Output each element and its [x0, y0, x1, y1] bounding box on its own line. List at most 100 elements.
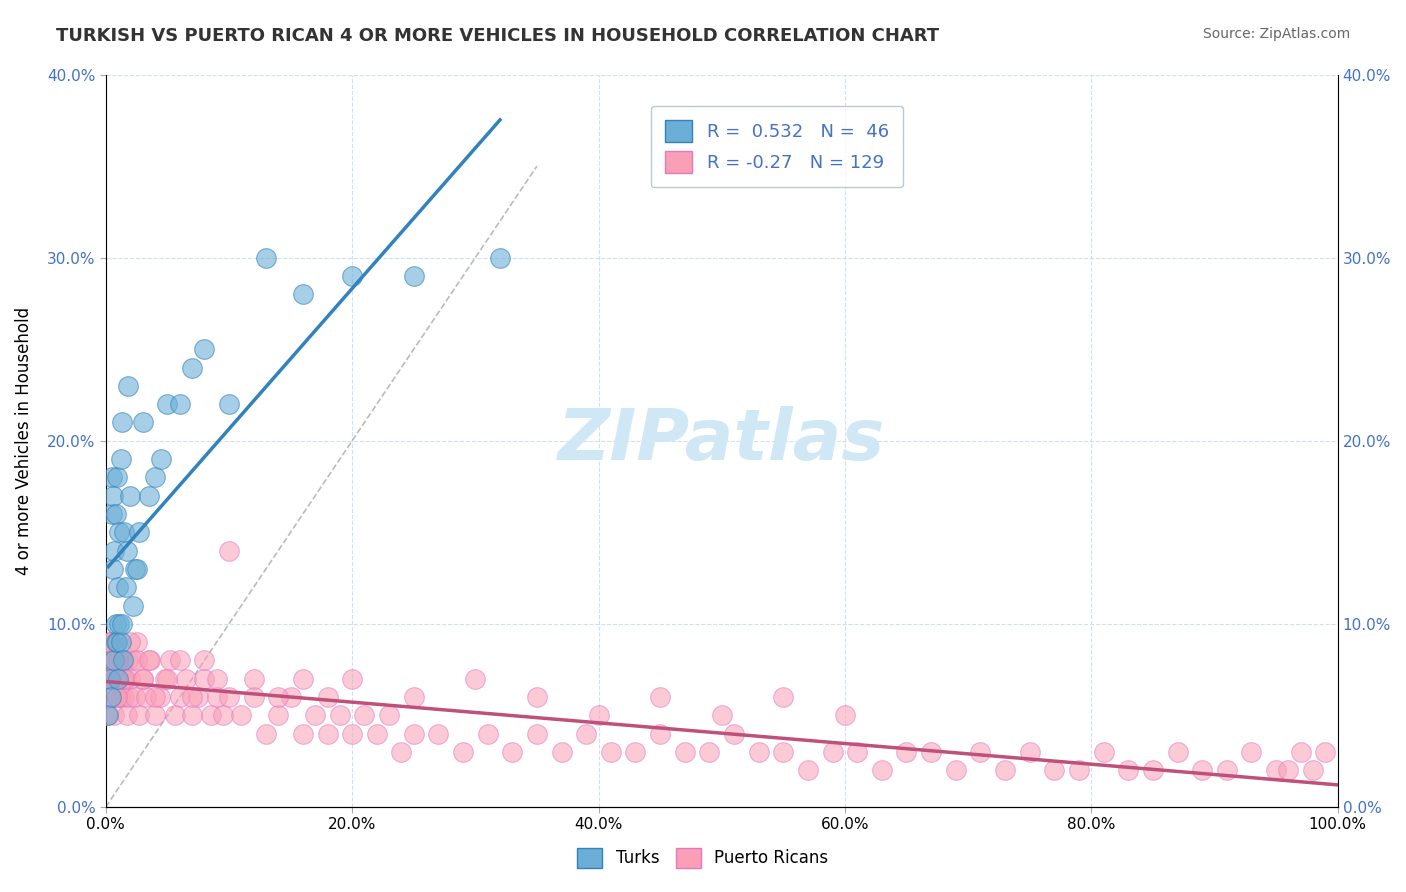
Point — [96, 708, 118, 723]
Point — [1240, 745, 1263, 759]
Point — [111, 416, 134, 430]
Point — [291, 672, 314, 686]
Point — [1216, 764, 1239, 778]
Point — [772, 745, 794, 759]
Point — [402, 268, 425, 283]
Point — [150, 452, 173, 467]
Point — [103, 653, 125, 667]
Point — [143, 690, 166, 705]
Point — [103, 653, 125, 667]
Point — [193, 672, 215, 686]
Point — [111, 672, 134, 686]
Y-axis label: 4 or more Vehicles in Household: 4 or more Vehicles in Household — [15, 307, 32, 574]
Point — [169, 653, 191, 667]
Point — [624, 745, 647, 759]
Point — [575, 727, 598, 741]
Point — [391, 745, 413, 759]
Point — [181, 708, 204, 723]
Point — [1302, 764, 1324, 778]
Point — [291, 287, 314, 301]
Point — [1043, 764, 1066, 778]
Point — [115, 543, 138, 558]
Point — [200, 708, 222, 723]
Point — [143, 708, 166, 723]
Point — [267, 708, 290, 723]
Point — [340, 672, 363, 686]
Point — [366, 727, 388, 741]
Point — [107, 653, 129, 667]
Point — [97, 708, 120, 723]
Point — [1289, 745, 1312, 759]
Point — [101, 672, 124, 686]
Point — [132, 672, 155, 686]
Point — [193, 653, 215, 667]
Point — [120, 672, 142, 686]
Point — [139, 653, 162, 667]
Point — [135, 690, 157, 705]
Point — [153, 672, 176, 686]
Point — [1166, 745, 1188, 759]
Point — [156, 397, 179, 411]
Point — [122, 653, 145, 667]
Point — [103, 708, 125, 723]
Point — [163, 708, 186, 723]
Legend: Turks, Puerto Ricans: Turks, Puerto Ricans — [571, 841, 835, 875]
Point — [120, 489, 142, 503]
Point — [304, 708, 326, 723]
Point — [205, 672, 228, 686]
Point — [1067, 764, 1090, 778]
Point — [1018, 745, 1040, 759]
Point — [994, 764, 1017, 778]
Point — [187, 690, 209, 705]
Point — [128, 708, 150, 723]
Point — [797, 764, 820, 778]
Point — [353, 708, 375, 723]
Point — [124, 562, 146, 576]
Point — [100, 635, 122, 649]
Point — [254, 727, 277, 741]
Point — [489, 251, 512, 265]
Point — [128, 525, 150, 540]
Point — [1265, 764, 1288, 778]
Point — [218, 397, 240, 411]
Point — [97, 672, 120, 686]
Point — [242, 690, 264, 705]
Point — [267, 690, 290, 705]
Point — [673, 745, 696, 759]
Point — [124, 690, 146, 705]
Point — [254, 251, 277, 265]
Point — [748, 745, 770, 759]
Point — [242, 672, 264, 686]
Point — [218, 543, 240, 558]
Point — [105, 690, 128, 705]
Point — [112, 653, 135, 667]
Text: Source: ZipAtlas.com: Source: ZipAtlas.com — [1202, 27, 1350, 41]
Point — [772, 690, 794, 705]
Point — [125, 562, 148, 576]
Point — [280, 690, 302, 705]
Point — [526, 727, 548, 741]
Point — [114, 580, 136, 594]
Point — [181, 690, 204, 705]
Text: ZIPatlas: ZIPatlas — [558, 406, 886, 475]
Point — [103, 489, 125, 503]
Point — [110, 690, 132, 705]
Point — [945, 764, 967, 778]
Point — [156, 672, 179, 686]
Point — [101, 470, 124, 484]
Point — [104, 635, 127, 649]
Point — [340, 268, 363, 283]
Point — [117, 653, 139, 667]
Point — [100, 635, 122, 649]
Point — [169, 690, 191, 705]
Point — [588, 708, 610, 723]
Point — [104, 672, 127, 686]
Point — [103, 562, 125, 576]
Point — [710, 708, 733, 723]
Point — [107, 580, 129, 594]
Point — [108, 616, 131, 631]
Point — [100, 690, 122, 705]
Point — [107, 653, 129, 667]
Point — [1277, 764, 1299, 778]
Point — [477, 727, 499, 741]
